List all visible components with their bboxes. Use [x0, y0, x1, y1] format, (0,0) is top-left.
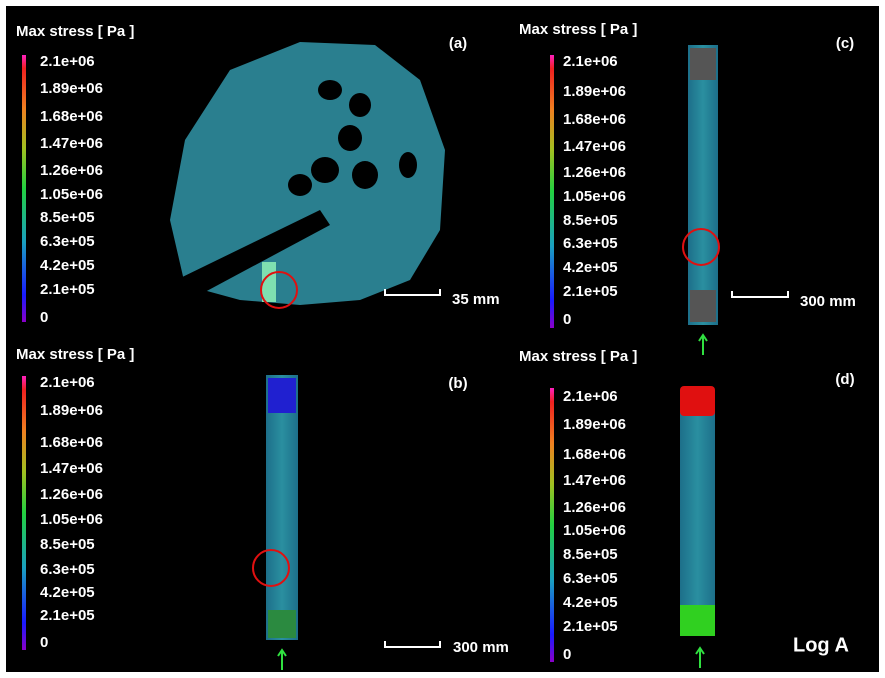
- colorbar-label: 1.47e+06: [563, 472, 626, 489]
- bar-specimen: [266, 375, 298, 640]
- colorbar-label: 1.47e+06: [40, 135, 103, 152]
- colorbar-label: 2.1e+06: [40, 374, 95, 391]
- colorbar-label: 2.1e+05: [40, 607, 95, 624]
- colorbar-label: 4.2e+05: [563, 259, 618, 276]
- colorbar-label: 6.3e+05: [563, 570, 618, 587]
- colorbar-label: 4.2e+05: [40, 257, 95, 274]
- colorbar-label: 1.05e+06: [40, 511, 103, 528]
- colorbar-label: 0: [40, 634, 48, 651]
- colorbar-label: 1.89e+06: [40, 80, 103, 97]
- colorbar-label: 1.47e+06: [563, 138, 626, 155]
- colorbar: [22, 55, 26, 322]
- colorbar-label: 1.26e+06: [40, 162, 103, 179]
- colorbar-label: 2.1e+05: [563, 283, 618, 300]
- figure: Max stress [ Pa ] 2.1e+06 1.89e+06 1.68e+06…: [0, 0, 885, 678]
- colorbar-label: 8.5e+05: [563, 212, 618, 229]
- colorbar-label: 4.2e+05: [40, 584, 95, 601]
- colorbar-label: 1.68e+06: [563, 446, 626, 463]
- colorbar-label: 2.1e+06: [40, 53, 95, 70]
- panel-label: (b): [448, 375, 467, 392]
- colorbar-label: 8.5e+05: [40, 536, 95, 553]
- note: Log A: [793, 634, 849, 656]
- colorbar: [550, 55, 554, 328]
- colorbar-label: 8.5e+05: [40, 209, 95, 226]
- bar-specimen: [680, 386, 715, 636]
- colorbar-label: 2.1e+05: [40, 281, 95, 298]
- colorbar-label: 1.47e+06: [40, 460, 103, 477]
- scale-label: 35 mm: [452, 291, 500, 308]
- colorbar-label: 1.26e+06: [40, 486, 103, 503]
- colorbar-label: 1.68e+06: [40, 434, 103, 451]
- colorbar-label: 0: [40, 309, 48, 326]
- colorbar-label: 6.3e+05: [563, 235, 618, 252]
- colorbar-label: 1.26e+06: [563, 499, 626, 516]
- scale-label: 300 mm: [453, 639, 509, 656]
- background: [6, 6, 879, 672]
- colorbar-title: Max stress [ Pa ]: [16, 346, 134, 363]
- colorbar-label: 2.1e+05: [563, 618, 618, 635]
- colorbar-title: Max stress [ Pa ]: [16, 23, 134, 40]
- scale-label: 300 mm: [800, 293, 856, 310]
- colorbar-label: 1.05e+06: [563, 188, 626, 205]
- colorbar-label: 6.3e+05: [40, 233, 95, 250]
- colorbar-label: 1.89e+06: [563, 83, 626, 100]
- panel-label: (c): [836, 35, 854, 52]
- colorbar-label: 2.1e+06: [563, 53, 618, 70]
- colorbar-label: 1.05e+06: [40, 186, 103, 203]
- colorbar-label: 1.89e+06: [40, 402, 103, 419]
- colorbar-label: 6.3e+05: [40, 561, 95, 578]
- colorbar-label: 1.68e+06: [563, 111, 626, 128]
- colorbar-title: Max stress [ Pa ]: [519, 21, 637, 38]
- panel-label: (a): [449, 35, 467, 52]
- bar-specimen: [688, 45, 718, 325]
- colorbar-label: 1.05e+06: [563, 522, 626, 539]
- colorbar-label: 1.89e+06: [563, 416, 626, 433]
- panel-label: (d): [835, 371, 854, 388]
- colorbar-label: 1.26e+06: [563, 164, 626, 181]
- colorbar: [550, 388, 554, 662]
- colorbar-label: 0: [563, 646, 571, 663]
- colorbar: [22, 376, 26, 650]
- colorbar-label: 1.68e+06: [40, 108, 103, 125]
- colorbar-label: 0: [563, 311, 571, 328]
- colorbar-label: 8.5e+05: [563, 546, 618, 563]
- colorbar-label: 2.1e+06: [563, 388, 618, 405]
- colorbar-label: 4.2e+05: [563, 594, 618, 611]
- colorbar-title: Max stress [ Pa ]: [519, 348, 637, 365]
